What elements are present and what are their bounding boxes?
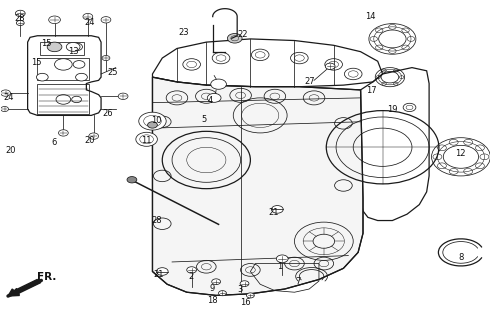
Circle shape — [73, 60, 85, 68]
Text: 26: 26 — [102, 109, 113, 118]
FancyArrow shape — [8, 280, 41, 296]
Polygon shape — [153, 77, 363, 295]
Text: 7: 7 — [296, 276, 301, 285]
Text: 18: 18 — [207, 296, 218, 305]
Circle shape — [89, 133, 99, 139]
Circle shape — [72, 96, 82, 103]
Text: 20: 20 — [5, 146, 16, 155]
Circle shape — [212, 279, 220, 284]
Text: 19: 19 — [387, 105, 398, 114]
Text: 5: 5 — [201, 115, 207, 124]
Text: 24: 24 — [84, 19, 95, 28]
Circle shape — [187, 267, 196, 273]
Text: 21: 21 — [269, 208, 279, 217]
Text: 12: 12 — [455, 149, 465, 158]
Circle shape — [157, 268, 168, 275]
Circle shape — [139, 112, 166, 130]
Text: 10: 10 — [151, 116, 162, 125]
Circle shape — [36, 73, 48, 81]
Text: 23: 23 — [178, 28, 189, 37]
Circle shape — [118, 93, 128, 100]
Text: 27: 27 — [305, 77, 315, 86]
Text: 22: 22 — [238, 30, 248, 39]
Text: 4: 4 — [208, 96, 213, 105]
Circle shape — [71, 43, 82, 51]
Circle shape — [66, 43, 80, 51]
Circle shape — [0, 90, 10, 96]
Circle shape — [0, 107, 8, 112]
Circle shape — [207, 93, 221, 102]
Circle shape — [148, 122, 158, 128]
Text: 15: 15 — [41, 39, 52, 48]
Circle shape — [218, 291, 226, 296]
Circle shape — [102, 55, 110, 60]
Circle shape — [49, 16, 60, 24]
Circle shape — [76, 73, 87, 81]
Circle shape — [83, 13, 93, 20]
Circle shape — [136, 132, 158, 146]
Circle shape — [276, 255, 288, 263]
Text: 1: 1 — [277, 262, 282, 271]
Text: 11: 11 — [141, 136, 152, 145]
Circle shape — [15, 10, 25, 17]
Circle shape — [16, 20, 24, 26]
Circle shape — [240, 281, 249, 286]
Text: 17: 17 — [366, 86, 377, 95]
Text: 16: 16 — [240, 298, 251, 307]
Text: 21: 21 — [153, 270, 164, 279]
Text: 13: 13 — [68, 47, 79, 56]
Text: 9: 9 — [210, 284, 215, 292]
Circle shape — [127, 177, 137, 183]
Text: 28: 28 — [14, 14, 25, 23]
Text: 28: 28 — [151, 216, 162, 225]
Circle shape — [47, 42, 62, 52]
Circle shape — [227, 34, 242, 43]
Circle shape — [403, 103, 416, 112]
Circle shape — [326, 63, 335, 69]
Circle shape — [211, 79, 226, 89]
Text: 6: 6 — [51, 138, 56, 147]
Text: 3: 3 — [237, 284, 243, 293]
Text: 25: 25 — [107, 68, 117, 77]
Circle shape — [56, 95, 71, 104]
Text: 24: 24 — [4, 93, 14, 102]
Circle shape — [246, 293, 254, 298]
Circle shape — [55, 59, 72, 70]
Circle shape — [101, 17, 111, 23]
Circle shape — [58, 130, 68, 136]
Circle shape — [272, 205, 283, 213]
Text: FR.: FR. — [37, 272, 57, 282]
Text: 20: 20 — [84, 136, 95, 145]
Text: 15: 15 — [31, 58, 41, 67]
Text: 8: 8 — [458, 253, 464, 262]
Text: 2: 2 — [188, 272, 193, 281]
Text: 14: 14 — [365, 12, 376, 21]
